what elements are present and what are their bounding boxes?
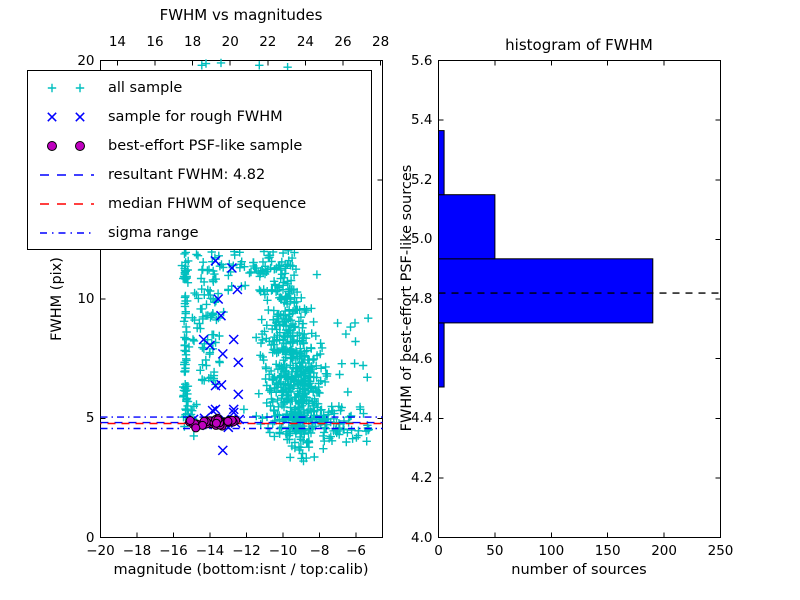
right-plot-xlabel: number of sources bbox=[511, 562, 647, 578]
legend-label: sigma range bbox=[108, 224, 199, 241]
legend-label: all sample bbox=[108, 79, 183, 96]
legend-item-median-fwhm: median FHWM of sequence bbox=[36, 190, 371, 218]
legend-item-resultant-fwhm: resultant FWHM: 4.82 bbox=[36, 161, 371, 189]
left-plot-title: FWHM vs magnitudes bbox=[159, 6, 323, 24]
right-plot-title: histogram of FWHM bbox=[505, 36, 653, 54]
legend-label: sample for rough FWHM bbox=[108, 108, 283, 125]
legend-label: best-effort PSF-like sample bbox=[108, 137, 303, 154]
plus-marker-icon bbox=[47, 83, 85, 92]
legend-item-sigma-range: sigma range bbox=[36, 219, 371, 247]
circle-marker-icon bbox=[47, 140, 85, 151]
left-plot-ylabel: FWHM (pix) bbox=[49, 257, 65, 341]
legend: all sample sample for rough FWHM best-ef… bbox=[27, 70, 372, 250]
dashed-line-icon bbox=[40, 202, 94, 205]
left-plot-xlabel: magnitude (bottom:isnt / top:calib) bbox=[113, 562, 369, 578]
dashed-line-icon bbox=[40, 173, 94, 176]
legend-label: resultant FWHM: 4.82 bbox=[108, 166, 266, 183]
legend-item-psf-like-sample: best-effort PSF-like sample bbox=[36, 132, 371, 160]
legend-item-rough-fwhm-sample: sample for rough FWHM bbox=[36, 103, 371, 131]
x-marker-icon bbox=[47, 111, 85, 122]
right-plot-ylabel: FWHM of best-effort PSF-like sources bbox=[399, 164, 415, 432]
legend-item-all-sample: all sample bbox=[36, 74, 371, 102]
legend-label: median FHWM of sequence bbox=[108, 195, 307, 212]
dashdot-line-icon bbox=[40, 231, 94, 234]
